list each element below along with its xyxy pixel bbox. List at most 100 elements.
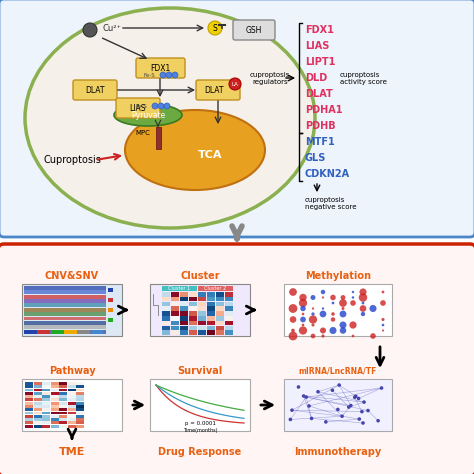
- Circle shape: [370, 333, 376, 339]
- Bar: [198, 292, 207, 297]
- Circle shape: [311, 312, 315, 316]
- Bar: [34, 415, 42, 418]
- Circle shape: [290, 316, 296, 323]
- Bar: [24, 325, 106, 329]
- Bar: [76, 418, 84, 421]
- Circle shape: [340, 414, 344, 418]
- Text: TCA: TCA: [198, 150, 222, 160]
- Circle shape: [331, 389, 334, 392]
- Bar: [24, 291, 106, 294]
- Circle shape: [299, 294, 307, 301]
- Bar: [171, 301, 180, 306]
- FancyBboxPatch shape: [196, 80, 240, 100]
- Bar: [68, 425, 76, 428]
- Text: mIRNA/LncRNA/TF: mIRNA/LncRNA/TF: [299, 367, 377, 376]
- FancyBboxPatch shape: [22, 379, 122, 431]
- Bar: [189, 292, 198, 297]
- Text: Pyruvate: Pyruvate: [131, 110, 165, 119]
- Bar: [34, 411, 42, 414]
- Text: S: S: [213, 24, 218, 33]
- Bar: [225, 311, 234, 316]
- Circle shape: [380, 300, 386, 306]
- Circle shape: [353, 395, 356, 399]
- Bar: [108, 298, 113, 302]
- FancyBboxPatch shape: [284, 379, 392, 431]
- Bar: [42, 415, 50, 418]
- Text: cuproptosis
negative score: cuproptosis negative score: [305, 197, 356, 210]
- Bar: [42, 399, 50, 401]
- Bar: [68, 405, 76, 408]
- Circle shape: [324, 420, 328, 424]
- Circle shape: [301, 324, 304, 327]
- Circle shape: [304, 395, 308, 399]
- Bar: [34, 401, 42, 404]
- Bar: [76, 395, 84, 398]
- Bar: [68, 395, 76, 398]
- Bar: [189, 311, 198, 316]
- Bar: [76, 385, 84, 388]
- Bar: [171, 330, 180, 335]
- Bar: [225, 301, 234, 306]
- Bar: [225, 306, 234, 311]
- Bar: [180, 301, 189, 306]
- Bar: [198, 316, 207, 320]
- Text: Pathway: Pathway: [49, 366, 95, 376]
- Text: DLAT: DLAT: [85, 85, 105, 94]
- Bar: [51, 382, 59, 385]
- Text: p = 0.0001: p = 0.0001: [184, 420, 216, 426]
- Bar: [156, 127, 161, 149]
- Bar: [37, 330, 50, 334]
- Circle shape: [329, 327, 337, 334]
- Circle shape: [289, 332, 297, 340]
- Circle shape: [310, 334, 315, 338]
- Bar: [64, 330, 77, 334]
- Bar: [42, 418, 50, 421]
- Circle shape: [301, 313, 304, 315]
- Text: PDHA1: PDHA1: [305, 105, 343, 115]
- Text: LIAS: LIAS: [305, 41, 329, 51]
- Bar: [76, 392, 84, 395]
- Bar: [42, 401, 50, 404]
- Circle shape: [350, 300, 356, 306]
- Bar: [225, 292, 234, 297]
- Text: MTF1: MTF1: [305, 137, 335, 147]
- Circle shape: [382, 291, 384, 293]
- Circle shape: [229, 78, 241, 90]
- Circle shape: [352, 296, 354, 299]
- Bar: [34, 408, 42, 411]
- Bar: [25, 408, 33, 411]
- Bar: [24, 303, 106, 307]
- Bar: [171, 326, 180, 330]
- Bar: [68, 418, 76, 421]
- Circle shape: [316, 390, 320, 393]
- FancyBboxPatch shape: [150, 379, 250, 431]
- Bar: [51, 421, 59, 424]
- Circle shape: [382, 329, 384, 331]
- Bar: [34, 418, 42, 421]
- Circle shape: [340, 327, 346, 334]
- Bar: [34, 389, 42, 392]
- Bar: [51, 418, 59, 421]
- Circle shape: [357, 397, 360, 400]
- Bar: [68, 401, 76, 404]
- Bar: [198, 306, 207, 311]
- FancyBboxPatch shape: [0, 0, 474, 237]
- Bar: [171, 297, 180, 301]
- Text: DLD: DLD: [305, 73, 327, 83]
- Bar: [42, 425, 50, 428]
- Bar: [216, 321, 225, 325]
- Bar: [34, 385, 42, 388]
- Text: LIAS: LIAS: [130, 103, 146, 112]
- Circle shape: [347, 405, 351, 409]
- Bar: [198, 297, 207, 301]
- Circle shape: [336, 408, 340, 411]
- Circle shape: [290, 409, 294, 412]
- Bar: [59, 415, 67, 418]
- FancyBboxPatch shape: [22, 284, 122, 336]
- Circle shape: [299, 299, 307, 307]
- Bar: [207, 330, 216, 335]
- Bar: [42, 411, 50, 414]
- Bar: [59, 421, 67, 424]
- Bar: [189, 301, 198, 306]
- Bar: [198, 326, 207, 330]
